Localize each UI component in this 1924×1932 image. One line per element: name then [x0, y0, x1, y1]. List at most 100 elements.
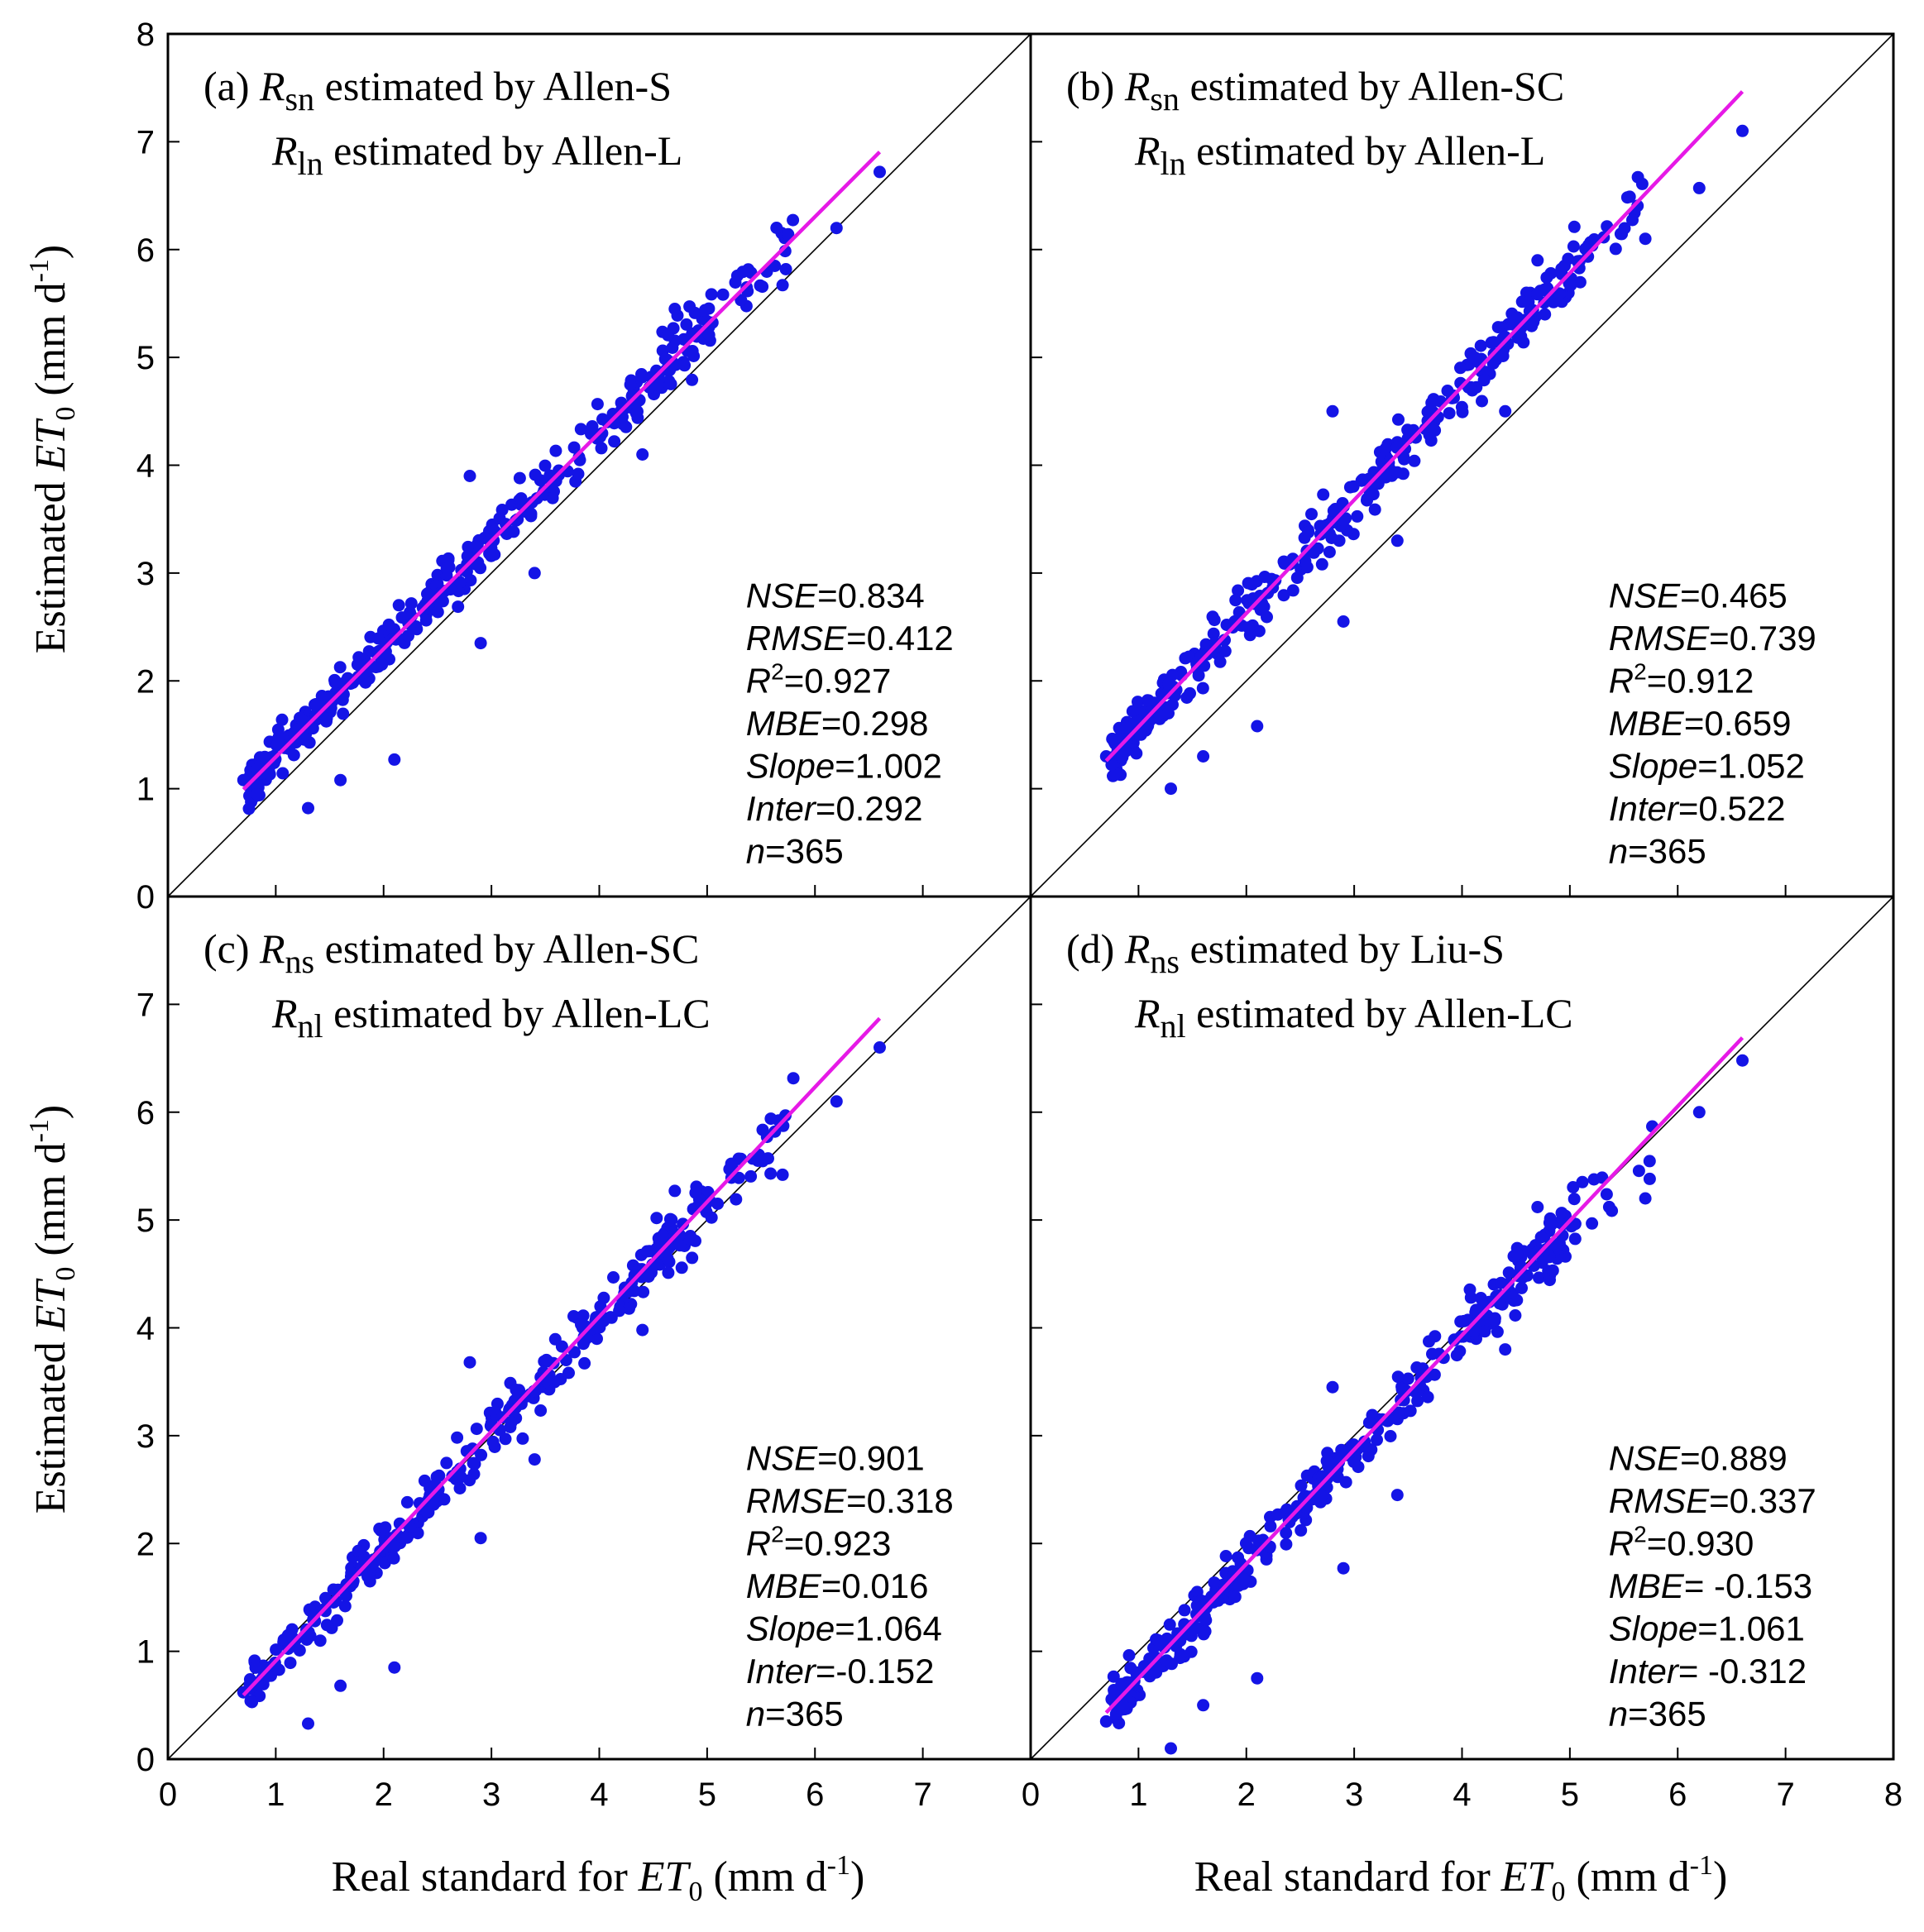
data-point [528, 567, 541, 580]
data-point [263, 768, 276, 781]
data-point [1326, 1380, 1339, 1394]
data-point [1290, 571, 1304, 585]
data-point [1502, 1266, 1515, 1279]
data-point [1099, 1714, 1113, 1728]
data-point [1602, 1200, 1615, 1213]
data-point [431, 605, 444, 619]
data-point [1736, 124, 1749, 137]
data-point [1197, 1699, 1210, 1712]
data-point [1320, 1454, 1333, 1467]
data-point [607, 1271, 620, 1284]
data-point [672, 1228, 686, 1241]
data-point [583, 1323, 596, 1337]
data-point [1185, 1645, 1198, 1658]
data-point [1550, 1240, 1563, 1253]
data-point [1124, 1662, 1137, 1675]
data-point [1280, 1537, 1293, 1551]
data-point [779, 263, 792, 275]
data-point [486, 1435, 500, 1448]
data-point [705, 288, 718, 301]
x-tick-label: 0 [1022, 1777, 1040, 1813]
data-point [1251, 1671, 1264, 1685]
data-point [534, 1404, 548, 1417]
data-point [1339, 1475, 1352, 1489]
stat-line: R2=0.927 [746, 659, 892, 701]
data-point [379, 1521, 392, 1534]
x-tick-label: 2 [1237, 1777, 1256, 1813]
data-point [1142, 694, 1156, 707]
data-point [1351, 509, 1364, 523]
data-point [251, 787, 263, 801]
data-point [642, 1270, 655, 1283]
data-point [1368, 503, 1381, 516]
data-point [276, 767, 290, 780]
data-point [1251, 720, 1264, 733]
stat-line: Slope=1.064 [746, 1609, 942, 1648]
data-point [1218, 644, 1232, 658]
data-point [1448, 1333, 1461, 1346]
data-point [400, 1495, 414, 1509]
stat-line: MBE=0.298 [746, 704, 929, 743]
data-point [735, 294, 748, 307]
data-point [1408, 454, 1421, 467]
data-point [1192, 669, 1205, 682]
data-point [608, 435, 621, 448]
data-point [1197, 750, 1210, 763]
data-point [1295, 1523, 1308, 1537]
x-tick-label: 6 [1668, 1777, 1687, 1813]
data-point [1437, 1351, 1450, 1365]
y-tick-label: 2 [136, 1526, 155, 1562]
data-point [284, 1657, 297, 1670]
data-point [1392, 1406, 1405, 1419]
data-point [1568, 1232, 1582, 1246]
panel-c: 0 1 2 3 4 5 6 7 0 1 2 3 4 5 6 7 (c) Rns estimated by All… [136, 895, 1032, 1813]
data-point [387, 1552, 400, 1565]
data-point [388, 1540, 401, 1553]
data-point [736, 265, 749, 279]
data-point [636, 448, 649, 461]
x-tick-label: 2 [375, 1777, 393, 1813]
data-point [333, 661, 347, 674]
data-point [1425, 396, 1438, 409]
one-to-one-line [1030, 896, 1894, 1760]
data-point [673, 1239, 687, 1252]
data-point [453, 576, 467, 589]
data-point [768, 260, 782, 272]
stat-line: Inter=-0.152 [746, 1652, 935, 1690]
data-point [1106, 732, 1119, 745]
x-tick-label: 3 [1345, 1777, 1363, 1813]
panel-title-line: (d) Rns estimated by Liu-S [1066, 925, 1505, 980]
data-point [1337, 1561, 1350, 1575]
scatter-points [237, 165, 886, 815]
data-point [1643, 1172, 1656, 1185]
data-point [302, 1717, 314, 1730]
stat-line: RMSE=0.318 [746, 1481, 954, 1520]
y-tick-label: 0 [136, 879, 155, 916]
data-point [258, 750, 271, 763]
data-point [1242, 576, 1255, 590]
data-point [1119, 744, 1132, 758]
data-point [675, 1261, 688, 1274]
data-point [1477, 374, 1491, 387]
data-point [1118, 1700, 1131, 1714]
stat-line: R2=0.912 [1609, 659, 1754, 701]
one-to-one-line [167, 33, 1031, 897]
data-point [578, 1356, 591, 1370]
data-point [320, 715, 333, 728]
data-point [275, 713, 289, 726]
x-tick-label: 7 [914, 1777, 932, 1813]
data-point [1295, 1479, 1308, 1492]
data-point [530, 492, 543, 505]
stat-line: Inter=0.522 [1609, 789, 1786, 828]
data-point [1639, 232, 1652, 246]
y-tick-label: 5 [136, 340, 155, 376]
panel-b: (b) Rsn estimated by Allen-SC Rln estimat… [1029, 32, 1895, 898]
y-tick-label: 1 [136, 1634, 155, 1671]
data-point [1335, 1443, 1348, 1456]
data-point [1736, 1054, 1749, 1067]
data-point [1199, 1614, 1213, 1627]
data-point [1623, 190, 1636, 203]
data-point [668, 303, 682, 315]
data-point [320, 1619, 333, 1632]
panels-layer: 0 1 2 3 4 5 6 7 8 (a) Rsn estimated by Allen-S Rln… [136, 17, 1902, 1813]
